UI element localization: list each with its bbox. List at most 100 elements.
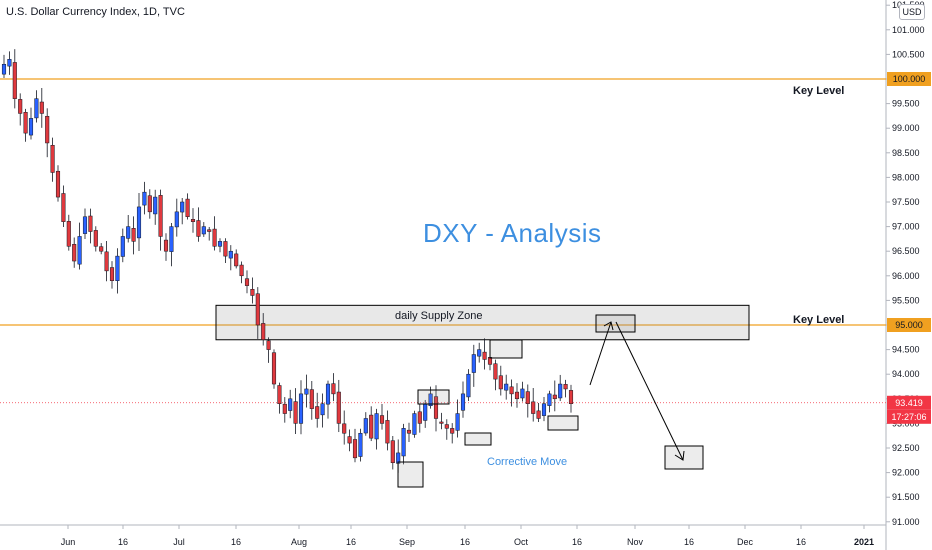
candle[interactable] — [385, 420, 390, 444]
candle[interactable] — [228, 250, 233, 259]
candle[interactable] — [180, 201, 185, 213]
candle[interactable] — [82, 216, 88, 234]
candle[interactable] — [509, 386, 514, 395]
candle[interactable] — [72, 244, 77, 262]
candle[interactable] — [320, 403, 325, 416]
candle[interactable] — [331, 383, 336, 395]
swing-box[interactable] — [417, 389, 450, 405]
candle[interactable] — [347, 436, 352, 444]
candle[interactable] — [277, 385, 282, 404]
candle[interactable] — [315, 406, 320, 419]
candle[interactable] — [406, 429, 412, 434]
candle[interactable] — [309, 389, 314, 409]
candle[interactable] — [531, 401, 536, 414]
candle[interactable] — [109, 267, 115, 281]
candle[interactable] — [61, 193, 66, 222]
candle[interactable] — [428, 393, 433, 407]
candle[interactable] — [552, 394, 557, 400]
candle[interactable] — [547, 393, 552, 406]
candle[interactable] — [417, 411, 422, 424]
candle[interactable] — [207, 229, 212, 232]
candle[interactable] — [325, 383, 331, 405]
candle[interactable] — [55, 170, 61, 198]
candle[interactable] — [455, 413, 460, 431]
candle[interactable] — [244, 278, 250, 286]
candle[interactable] — [444, 424, 449, 429]
candle[interactable] — [234, 253, 239, 267]
candle[interactable] — [525, 391, 530, 404]
swing-box[interactable] — [464, 432, 492, 446]
swing-box[interactable] — [547, 415, 579, 431]
candle[interactable] — [477, 349, 482, 357]
candle[interactable] — [250, 289, 255, 296]
candle[interactable] — [12, 62, 17, 99]
candle[interactable] — [460, 393, 466, 411]
candle[interactable] — [520, 388, 525, 399]
candle[interactable] — [120, 236, 125, 257]
supply-zone-box[interactable] — [215, 304, 750, 341]
candle[interactable] — [115, 255, 120, 282]
candle[interactable] — [39, 101, 44, 114]
candle[interactable] — [342, 423, 347, 434]
candle[interactable] — [93, 230, 98, 247]
candle[interactable] — [568, 390, 574, 404]
candle[interactable] — [88, 215, 93, 232]
swing-box[interactable] — [397, 461, 424, 488]
candle[interactable] — [266, 340, 271, 350]
currency-badge[interactable]: USD — [899, 4, 925, 20]
candle[interactable] — [99, 246, 104, 252]
candle[interactable] — [336, 391, 341, 424]
candle[interactable] — [374, 413, 379, 440]
candle[interactable] — [77, 236, 82, 265]
candle[interactable] — [541, 403, 547, 416]
candle[interactable] — [271, 352, 277, 385]
candle[interactable] — [439, 421, 444, 424]
candle[interactable] — [223, 241, 228, 257]
candle[interactable] — [136, 206, 142, 239]
candle[interactable] — [201, 226, 206, 235]
target-box-low[interactable] — [664, 445, 704, 470]
candle[interactable] — [390, 440, 395, 464]
candle[interactable] — [7, 59, 12, 67]
candle[interactable] — [212, 228, 217, 247]
candle[interactable] — [158, 195, 163, 237]
candle[interactable] — [147, 195, 152, 213]
candle[interactable] — [293, 401, 298, 424]
candle[interactable] — [412, 413, 417, 435]
candle[interactable] — [504, 383, 509, 391]
candle[interactable] — [261, 323, 266, 341]
candle[interactable] — [163, 239, 169, 252]
candle[interactable] — [28, 118, 34, 136]
candle[interactable] — [558, 383, 563, 399]
candle[interactable] — [482, 351, 487, 360]
candle[interactable] — [493, 363, 498, 380]
candle[interactable] — [45, 115, 50, 144]
candle[interactable] — [185, 198, 190, 218]
candle[interactable] — [34, 98, 39, 119]
candle[interactable] — [363, 418, 368, 434]
candle[interactable] — [358, 432, 363, 457]
candle[interactable] — [18, 99, 23, 114]
candle[interactable] — [401, 428, 406, 457]
candle[interactable] — [196, 220, 201, 237]
candle[interactable] — [514, 391, 520, 400]
candle[interactable] — [536, 410, 541, 419]
candle[interactable] — [298, 393, 304, 424]
candle[interactable] — [304, 388, 309, 395]
candle[interactable] — [433, 396, 439, 419]
candle[interactable] — [471, 354, 476, 373]
candle[interactable] — [239, 264, 244, 277]
candle[interactable] — [282, 403, 287, 414]
candle[interactable] — [169, 226, 174, 252]
candle[interactable] — [153, 196, 158, 215]
candle[interactable] — [466, 373, 471, 398]
candle[interactable] — [174, 211, 179, 228]
candle[interactable] — [131, 228, 136, 242]
candle[interactable] — [142, 191, 147, 206]
candle[interactable] — [379, 415, 385, 424]
candle[interactable] — [190, 219, 196, 222]
candle[interactable] — [217, 241, 223, 247]
candle[interactable] — [450, 428, 455, 434]
candle[interactable] — [104, 251, 109, 272]
